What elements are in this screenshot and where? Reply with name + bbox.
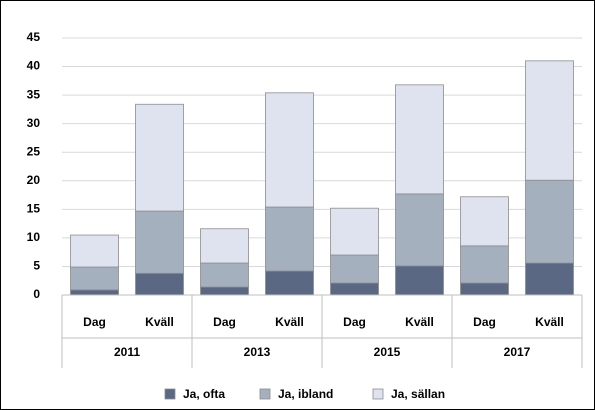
- y-tick-label: 35: [27, 87, 41, 101]
- bar-segment: [135, 103, 184, 212]
- bar-segment: [200, 228, 249, 264]
- bar-segment: [330, 207, 379, 256]
- group-label: 2013: [244, 345, 271, 359]
- bar-segment: [200, 286, 249, 296]
- bar-segment: [395, 193, 444, 267]
- x-tick-label: Kväll: [145, 315, 174, 329]
- bar-segment: [330, 254, 379, 284]
- bar-segment: [70, 289, 119, 296]
- bar-segment: [200, 262, 249, 288]
- bar-segment: [330, 282, 379, 296]
- y-tick-label: 25: [27, 144, 41, 158]
- group-label: 2015: [374, 345, 401, 359]
- legend-label: Ja, sällan: [391, 387, 445, 401]
- legend-label: Ja, ibland: [278, 387, 333, 401]
- y-tick-label: 45: [27, 30, 41, 44]
- bar-segment: [265, 270, 314, 296]
- y-tick-label: 0: [33, 287, 40, 301]
- y-tick-label: 5: [33, 259, 40, 273]
- legend-swatch: [372, 388, 384, 400]
- x-tick-label: Dag: [213, 315, 236, 329]
- bar-segment: [70, 266, 119, 291]
- x-tick-label: Dag: [343, 315, 366, 329]
- y-tick-label: 15: [27, 202, 41, 216]
- bar-segment: [395, 84, 444, 195]
- bar-segment: [265, 206, 314, 272]
- bar-segment: [460, 282, 509, 296]
- bar-segment: [70, 234, 119, 268]
- group-label: 2011: [114, 345, 140, 359]
- x-tick-label: Dag: [83, 315, 106, 329]
- x-tick-label: Kväll: [535, 315, 564, 329]
- bar-segment: [135, 210, 184, 274]
- bar-segment: [265, 92, 314, 208]
- bar-segment: [525, 179, 574, 264]
- legend-swatch: [259, 388, 271, 400]
- bar-segment: [460, 245, 509, 284]
- bar-segment: [525, 262, 574, 296]
- bar-segment: [460, 196, 509, 247]
- x-tick-label: Kväll: [275, 315, 304, 329]
- y-tick-label: 20: [27, 173, 41, 187]
- y-tick-label: 30: [27, 116, 41, 130]
- legend-label: Ja, ofta: [183, 387, 225, 401]
- group-label: 2017: [504, 345, 531, 359]
- x-tick-label: Dag: [473, 315, 496, 329]
- bar-segment: [395, 265, 444, 296]
- bar-segment: [135, 272, 184, 296]
- x-tick-label: Kväll: [405, 315, 434, 329]
- y-tick-label: 40: [27, 59, 41, 73]
- legend-swatch: [164, 388, 176, 400]
- y-tick-label: 10: [27, 230, 41, 244]
- bar-segment: [525, 60, 574, 181]
